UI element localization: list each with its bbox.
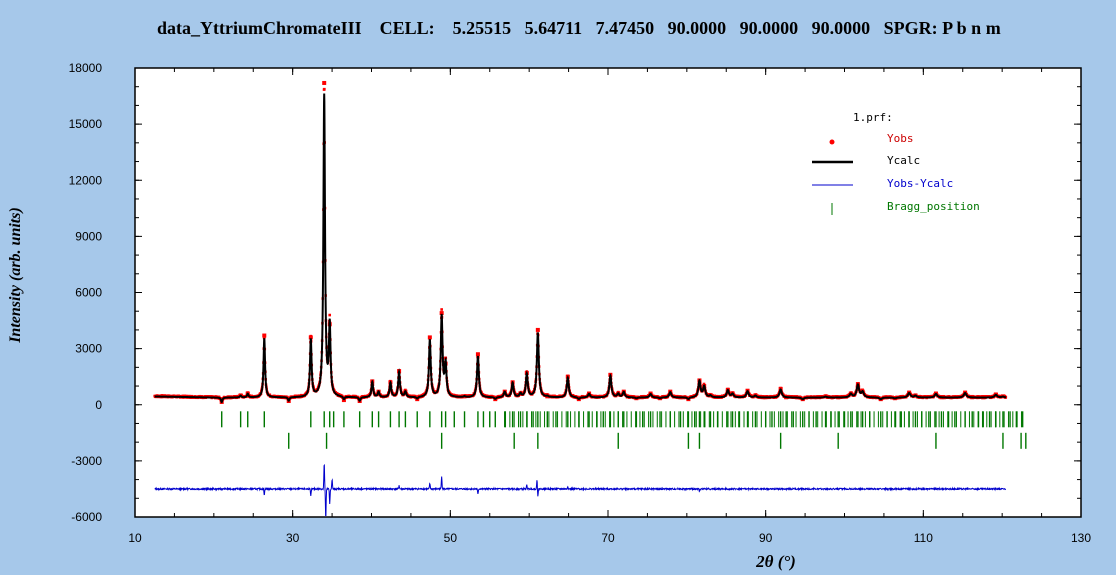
yobs-ycalc-line: [154, 463, 1007, 517]
yobs-point: [702, 382, 706, 386]
calculated-curve: [154, 93, 1007, 404]
ycalc-line: [154, 93, 1007, 404]
x-tick-label: 30: [286, 531, 300, 545]
x-tick-label: 10: [128, 531, 142, 545]
yobs-peak-point: [308, 335, 313, 340]
y-tick-label: 3000: [75, 342, 102, 356]
y-tick-labels: -6000 -3000 0 3000 6000 9000 12000 15000 18000: [69, 61, 103, 524]
y-tick-label: 0: [95, 398, 102, 412]
plot-area: [134, 67, 1082, 518]
legend-title: 1.prf:: [853, 111, 893, 124]
yobs-peak-point: [322, 80, 327, 85]
chart-title: data_YttriumChromateIII CELL: 5.25515 5.…: [157, 18, 1001, 38]
y-tick-label: -3000: [71, 454, 102, 468]
x-tick-label: 50: [444, 531, 458, 545]
legend-yobs-label: Yobs: [887, 132, 914, 145]
axis-ticks: [134, 67, 1082, 518]
x-tick-label: 70: [601, 531, 615, 545]
yobs-point: [323, 87, 326, 91]
difference-curve: [154, 463, 1007, 517]
yobs-peak-point: [427, 335, 432, 340]
x-tick-label: 110: [914, 531, 933, 545]
yobs-peak-point: [262, 333, 267, 338]
yobs-point: [440, 308, 443, 311]
yobs-peak-point: [475, 352, 480, 357]
x-tick-labels: 10 30 50 70 90 110 130: [128, 531, 1091, 545]
legend-ycalc-label: Ycalc: [887, 154, 920, 167]
y-tick-label: 9000: [75, 229, 102, 243]
legend-bragg-label: Bragg_position: [887, 200, 980, 213]
legend-diff-label: Yobs-Ycalc: [887, 177, 953, 190]
y-tick-label: 15000: [69, 117, 103, 131]
y-axis-title: Intensity (arb. units): [7, 207, 24, 344]
yobs-peak-point: [535, 327, 540, 332]
yobs-peak-point: [439, 311, 444, 316]
y-tick-label: -6000: [71, 510, 102, 524]
yobs-point: [328, 313, 332, 317]
legend-yobs-marker: [829, 139, 835, 145]
y-tick-label: 18000: [69, 61, 103, 75]
x-tick-label: 130: [1071, 531, 1091, 545]
bragg-markers: [221, 411, 1027, 449]
y-tick-label: 12000: [69, 173, 103, 187]
y-tick-label: 6000: [75, 286, 102, 300]
legend: 1.prf: Yobs Ycalc Yobs-Ycalc Bragg_posit…: [812, 111, 980, 215]
x-axis-title: 2θ (°): [755, 552, 796, 571]
x-tick-label: 90: [759, 531, 773, 545]
